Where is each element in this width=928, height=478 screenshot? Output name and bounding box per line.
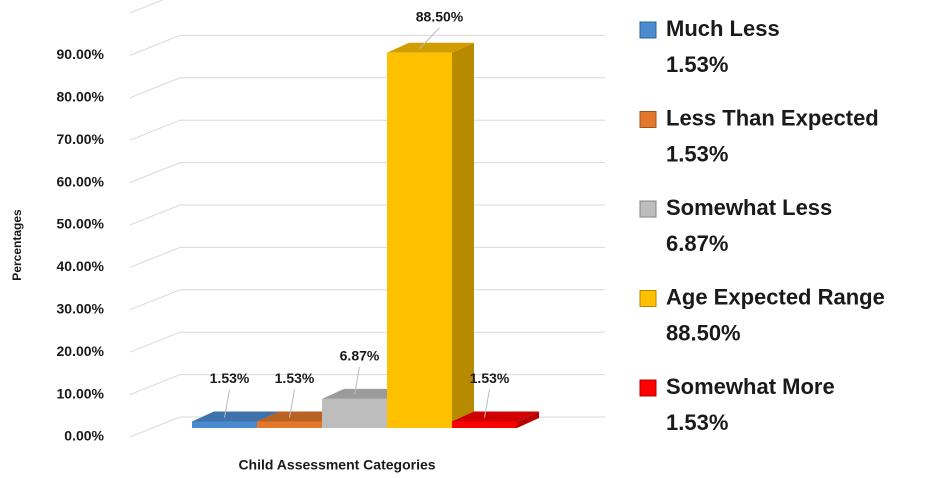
legend-label: Much Less xyxy=(666,16,780,41)
legend-value: 6.87% xyxy=(666,231,728,256)
y-tick-label: 30.00% xyxy=(57,301,105,317)
grid-line xyxy=(129,34,605,56)
legend-swatch xyxy=(639,111,657,128)
bar-side xyxy=(517,411,539,428)
leader-line xyxy=(484,389,490,418)
leader-line xyxy=(354,366,360,395)
y-tick-label: 80.00% xyxy=(57,89,105,105)
legend-label: Somewhat Less xyxy=(666,195,832,220)
grid-line xyxy=(129,162,605,184)
legend-value: 88.50% xyxy=(666,320,741,345)
y-tick-label: 10.00% xyxy=(57,385,105,401)
bar xyxy=(387,42,474,428)
y-tick-label: 20.00% xyxy=(57,343,105,359)
bar-top xyxy=(387,42,474,53)
legend-label: Age Expected Range xyxy=(666,284,885,309)
plot-frame xyxy=(129,0,164,14)
grid-line xyxy=(129,119,605,141)
bar-top xyxy=(452,411,539,422)
bar-front xyxy=(322,398,387,428)
legend-value: 1.53% xyxy=(666,52,728,77)
data-label: 1.53% xyxy=(275,370,315,386)
legend-swatch xyxy=(639,379,657,397)
legend-swatch xyxy=(639,200,657,218)
bar-side xyxy=(452,42,474,428)
leader-line xyxy=(419,27,440,50)
legend-value: 1.53% xyxy=(666,410,728,435)
grid-line xyxy=(129,289,605,311)
data-label: 1.53% xyxy=(210,370,250,386)
legend-label: Somewhat More xyxy=(666,374,835,399)
bar-front xyxy=(192,421,257,428)
grid-line xyxy=(129,77,605,99)
y-tick-label: 70.00% xyxy=(57,131,105,147)
y-tick-label: 60.00% xyxy=(57,173,105,189)
data-label: 6.87% xyxy=(340,348,380,364)
grid-line xyxy=(129,204,605,226)
y-axis-title: Percentages xyxy=(10,209,24,281)
bar-front xyxy=(257,421,322,428)
bar-front xyxy=(387,52,452,428)
y-tick-label: 0.00% xyxy=(64,428,104,444)
legend-value: 1.53% xyxy=(666,141,728,166)
legend-swatch xyxy=(639,21,657,39)
y-tick-label: 50.00% xyxy=(57,216,105,232)
bar-front xyxy=(452,421,517,428)
x-axis-title: Child Assessment Categories xyxy=(238,457,435,473)
bar xyxy=(452,411,539,428)
grid-line xyxy=(129,246,605,268)
bar-top xyxy=(192,411,279,422)
leader-line xyxy=(289,389,295,418)
y-tick-label: 90.00% xyxy=(57,46,105,62)
legend-label: Less Than Expected xyxy=(666,105,879,130)
leader-line xyxy=(224,389,230,418)
legend-swatch xyxy=(639,290,657,307)
data-label: 88.50% xyxy=(416,8,464,24)
y-tick-label: 40.00% xyxy=(57,258,105,274)
data-label: 1.53% xyxy=(470,370,510,386)
